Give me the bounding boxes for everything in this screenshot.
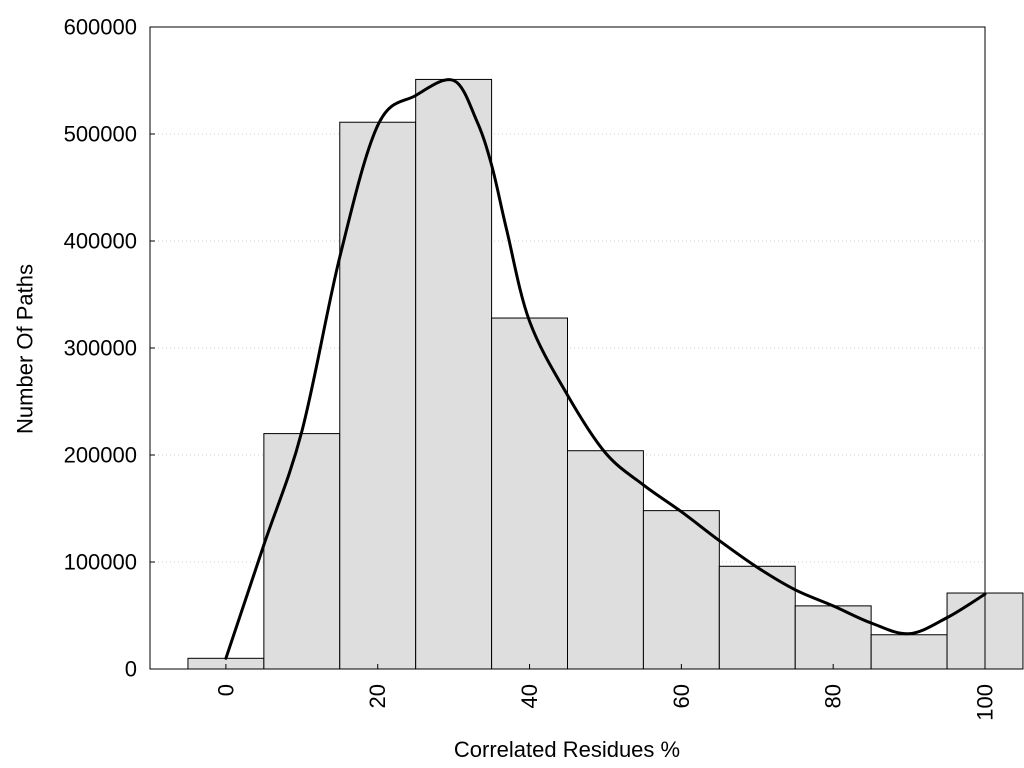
histogram-bar <box>870 634 948 670</box>
density-curve-layer <box>224 78 987 660</box>
y-tick-label: 300000 <box>64 336 137 361</box>
y-axis-label: Number Of Paths <box>13 264 38 434</box>
y-tick-label: 500000 <box>64 122 137 147</box>
y-tick-label: 600000 <box>64 15 137 40</box>
histogram-bar <box>263 433 341 670</box>
x-tick-label: 100 <box>973 684 998 721</box>
y-tick-label: 200000 <box>64 443 137 468</box>
histogram-bar <box>415 78 493 670</box>
histogram-bar <box>794 605 872 670</box>
x-tick-label: 20 <box>365 684 390 708</box>
x-tick-label: 40 <box>517 684 542 708</box>
tick-marks <box>150 26 986 670</box>
histogram-bar <box>642 510 720 670</box>
density-curve <box>224 78 987 660</box>
histogram-bar <box>339 121 417 670</box>
y-tick-labels: 0 100000 200000 300000 400000 500000 600000 <box>64 15 137 682</box>
x-tick-label: 80 <box>821 684 846 708</box>
histogram-bars <box>187 78 1024 670</box>
y-tick-label: 0 <box>125 657 137 682</box>
y-tick-label: 400000 <box>64 229 137 254</box>
x-tick-label: 60 <box>669 684 694 708</box>
x-tick-labels: 0 20 40 60 80 100 <box>213 684 997 721</box>
histogram-bar <box>718 565 796 670</box>
x-tick-label: 0 <box>213 684 238 696</box>
histogram-bar <box>567 450 644 670</box>
histogram-bar <box>491 317 568 670</box>
y-tick-label: 100000 <box>64 550 137 575</box>
x-axis-label: Correlated Residues % <box>454 737 680 762</box>
